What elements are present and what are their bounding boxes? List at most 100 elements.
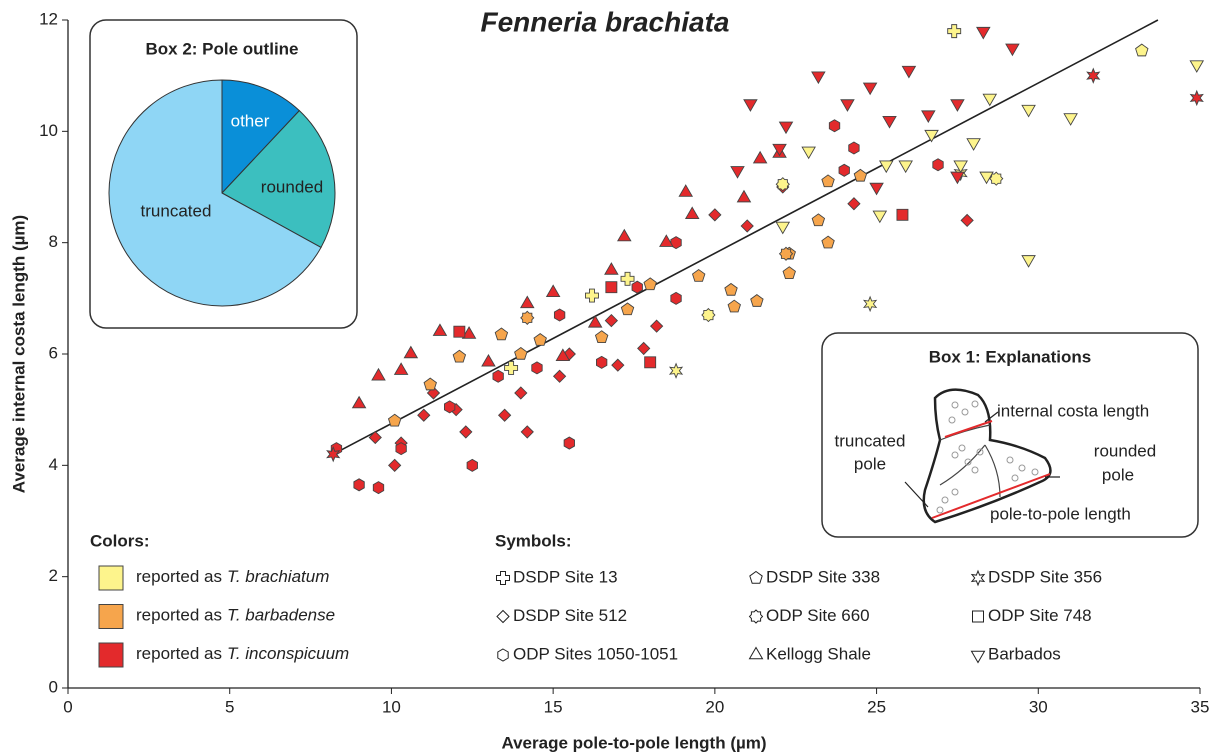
data-point bbox=[395, 442, 407, 456]
data-point bbox=[778, 121, 794, 135]
data-point bbox=[1086, 67, 1101, 84]
data-point bbox=[828, 119, 841, 133]
data-point bbox=[453, 325, 466, 338]
legend-taxon: T. inconspicuum bbox=[227, 644, 349, 663]
data-point bbox=[371, 367, 386, 381]
data-point bbox=[452, 349, 467, 363]
data-point bbox=[520, 425, 534, 439]
color-legend-title: Colors: bbox=[90, 531, 150, 550]
data-point bbox=[782, 266, 796, 279]
data-point bbox=[932, 158, 944, 172]
y-axis-label: Average internal costa length (µm) bbox=[9, 215, 28, 493]
data-point bbox=[752, 150, 768, 164]
pie-slice bbox=[221, 79, 301, 195]
legend-prefix: reported as bbox=[136, 644, 222, 663]
data-point bbox=[443, 400, 456, 414]
data-point bbox=[853, 168, 868, 182]
data-point bbox=[563, 436, 575, 450]
data-point bbox=[605, 281, 618, 294]
pie-slice bbox=[221, 109, 336, 249]
y-tick-label: 12 bbox=[39, 9, 58, 28]
symbol-legend-marker bbox=[748, 609, 764, 624]
y-tick-label: 0 bbox=[49, 677, 58, 696]
data-point bbox=[372, 481, 385, 495]
data-point bbox=[678, 184, 694, 197]
box1-label: truncated bbox=[835, 431, 906, 450]
symbol-legend-label: Barbados bbox=[988, 644, 1061, 663]
data-point bbox=[555, 348, 571, 361]
x-tick-label: 20 bbox=[705, 697, 724, 716]
data-point bbox=[772, 143, 787, 157]
data-point bbox=[691, 269, 706, 282]
legend-taxon: T. brachiatum bbox=[227, 567, 329, 586]
data-point bbox=[587, 314, 603, 328]
data-point bbox=[1021, 255, 1036, 268]
data-point bbox=[631, 280, 643, 294]
symbol-legend-marker bbox=[749, 570, 763, 584]
data-point bbox=[708, 208, 722, 222]
symbol-legend-label: DSDP Site 512 bbox=[513, 606, 627, 625]
data-point bbox=[743, 99, 758, 112]
data-point bbox=[520, 310, 535, 325]
box1-title: Box 1: Explanations bbox=[929, 347, 1091, 366]
box1-label: pole bbox=[854, 454, 886, 473]
data-point bbox=[552, 369, 567, 383]
box1-label: pole bbox=[1102, 465, 1134, 484]
data-point bbox=[898, 160, 913, 174]
symbol-legend-marker bbox=[970, 650, 986, 664]
data-point bbox=[617, 228, 632, 242]
data-point bbox=[727, 299, 741, 313]
data-point bbox=[670, 291, 682, 305]
box1-label: internal costa length bbox=[997, 401, 1149, 420]
x-tick-label: 5 bbox=[225, 697, 234, 716]
data-point bbox=[950, 171, 965, 185]
data-point bbox=[643, 277, 657, 291]
color-legend-swatch bbox=[98, 604, 124, 629]
data-point bbox=[388, 458, 402, 472]
data-point bbox=[650, 319, 664, 333]
data-point bbox=[847, 197, 861, 211]
data-point bbox=[821, 174, 835, 188]
symbol-legend-marker bbox=[972, 610, 984, 623]
symbol-legend-label: ODP Sites 1050-1051 bbox=[513, 644, 678, 663]
data-point bbox=[353, 478, 365, 492]
data-point bbox=[989, 171, 1004, 186]
data-point bbox=[492, 369, 504, 383]
data-point bbox=[514, 346, 528, 360]
data-point bbox=[423, 377, 437, 391]
symbol-legend-label: ODP Site 660 bbox=[766, 606, 870, 625]
data-point bbox=[811, 213, 826, 227]
data-point bbox=[869, 182, 884, 196]
legend-taxon: T. barbadense bbox=[227, 606, 335, 625]
data-point bbox=[1021, 104, 1036, 118]
data-point bbox=[670, 236, 682, 250]
data-point bbox=[1189, 60, 1205, 73]
x-tick-label: 0 bbox=[63, 697, 72, 716]
data-point bbox=[921, 110, 936, 124]
y-tick-label: 2 bbox=[49, 566, 58, 585]
data-point bbox=[701, 307, 716, 323]
data-point bbox=[604, 262, 619, 275]
pie-label: other bbox=[231, 111, 270, 130]
symbol-legend-marker bbox=[496, 609, 510, 624]
data-point bbox=[775, 177, 790, 192]
data-point bbox=[461, 326, 477, 339]
y-tick-label: 10 bbox=[39, 121, 58, 140]
data-point bbox=[620, 302, 635, 316]
symbol-legend-marker bbox=[496, 571, 510, 585]
data-point bbox=[1063, 113, 1078, 126]
color-legend-label: reported as T. barbadense bbox=[136, 606, 335, 625]
data-point bbox=[604, 313, 618, 328]
data-point bbox=[659, 234, 674, 247]
data-point bbox=[504, 360, 519, 375]
data-point bbox=[821, 235, 835, 249]
symbol-legend-label: DSDP Site 338 bbox=[766, 567, 880, 586]
symbol-legend-title: Symbols: bbox=[495, 531, 572, 550]
data-point bbox=[724, 282, 738, 296]
box1-label: pole-to-pole length bbox=[990, 504, 1131, 523]
data-point bbox=[585, 288, 599, 303]
x-axis-label: Average pole-to-pole length (µm) bbox=[501, 733, 766, 752]
color-legend-label: reported as T. inconspicuum bbox=[136, 644, 349, 663]
data-point bbox=[982, 93, 998, 107]
